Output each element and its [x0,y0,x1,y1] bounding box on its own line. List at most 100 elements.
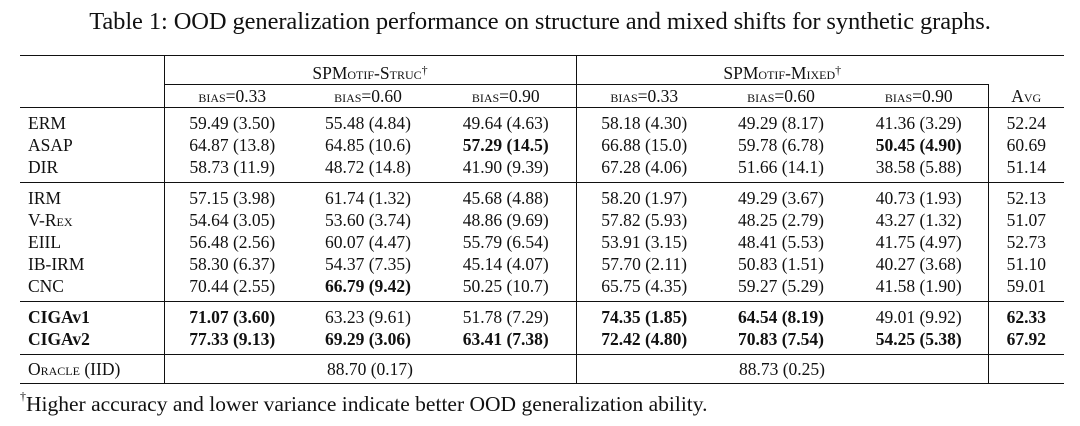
score-cell: 40.27 (3.68) [875,254,962,274]
empty-method-header [20,85,164,108]
score-cell: 64.54 (8.19) [737,307,825,327]
score-cell: 58.73 (11.9) [163,156,300,183]
score-cell: 65.75 (4.35) [575,275,712,302]
score-cell: 63.41 (7.38) [462,329,549,349]
footnote-text: Higher accuracy and lower variance indic… [26,392,708,416]
score-cell: 72.42 (4.80) [575,328,712,355]
score-cell: 48.72 (14.8) [324,157,412,177]
table-row: IRM 57.15 (3.98) 61.74 (1.32) 45.68 (4.88) 5… [20,182,1064,209]
score-cell: 50.83 (1.51) [737,254,825,274]
dagger-mark: † [421,63,428,77]
score-cell: 59.27 (5.29) [737,276,825,296]
avg-cell: 51.10 [987,253,1064,275]
results-table-wrapper: SPMotif-Struc† SPMotif-Mixed† bias=0.33 … [20,55,1064,384]
table-caption: Table 1: OOD generalization performance … [89,8,991,35]
score-cell: 48.25 (2.79) [737,210,825,230]
score-cell: 55.79 (6.54) [462,232,549,252]
table-row: EIIL 56.48 (2.56) 60.07 (4.47) 55.79 (6.54)… [20,231,1064,253]
group-mixed: SPMotif-Mixed† [575,55,988,85]
method-name: EIIL [28,232,62,252]
table-row: ASAP 64.87 (13.8) 64.85 (10.6) 57.29 (14.5)… [20,134,1064,156]
table-body: ERM 59.49 (3.50) 55.48 (4.84) 49.64 (4.63) 5… [20,107,1064,384]
score-cell: 64.87 (13.8) [163,134,300,156]
table-row: CIGAv1 71.07 (3.60) 63.23 (9.61) 51.78 (7.2… [20,301,1064,328]
group-header-row: SPMotif-Struc† SPMotif-Mixed† [20,55,1064,85]
footnote-mark: † [20,389,26,403]
score-cell: 57.70 (2.11) [575,253,712,275]
avg-cell: 59.01 [987,275,1064,302]
method-name: Oracle (IID) [28,359,121,379]
oracle-row: Oracle (IID) 88.70 (0.17) 88.73 (0.25) [20,354,1064,384]
table-row: V-Rex 54.64 (3.05) 53.60 (3.74) 48.86 (9.69… [20,209,1064,231]
score-cell: 41.75 (4.97) [875,232,962,252]
avg-cell: 60.69 [987,134,1064,156]
results-table: SPMotif-Struc† SPMotif-Mixed† bias=0.33 … [20,55,1064,384]
method-name: IB-IRM [28,254,85,274]
score-cell: 70.83 (7.54) [737,329,825,349]
score-cell: 54.25 (5.38) [875,329,962,349]
score-cell: 40.73 (1.93) [875,188,962,208]
score-cell: 53.91 (3.15) [575,231,712,253]
score-cell: 59.49 (3.50) [163,107,300,134]
score-cell: 48.86 (9.69) [462,210,549,230]
dagger-mark: † [835,63,842,77]
avg-cell: 67.92 [987,328,1064,355]
score-cell: 41.58 (1.90) [875,276,962,296]
table-row: ERM 59.49 (3.50) 55.48 (4.84) 49.64 (4.63) 5… [20,107,1064,134]
score-cell: 45.14 (4.07) [462,254,549,274]
score-cell: 51.78 (7.29) [462,307,549,327]
empty-corner [20,56,164,85]
method-name: ERM [28,113,66,133]
score-cell: 71.07 (3.60) [163,301,300,328]
score-cell: 49.64 (4.63) [462,113,549,133]
method-name: DIR [28,157,59,177]
score-cell: 63.23 (9.61) [324,307,412,327]
footnote: †Higher accuracy and lower variance indi… [20,389,708,417]
col-header-avg: Avg [987,84,1064,108]
oracle-avg-empty [987,354,1064,384]
score-cell: 66.79 (9.42) [324,276,412,296]
method-name: CIGAv2 [28,329,90,349]
avg-cell: 52.73 [987,231,1064,253]
method-name: ASAP [28,135,73,155]
score-cell: 69.29 (3.06) [324,329,412,349]
score-cell: 61.74 (1.32) [324,188,412,208]
score-cell: 49.01 (9.92) [875,307,962,327]
score-cell: 49.29 (8.17) [737,113,825,133]
score-cell: 57.29 (14.5) [462,135,549,155]
avg-cell: 62.33 [987,301,1064,328]
score-cell: 57.82 (5.93) [575,209,712,231]
oracle-struc-cell: 88.70 (0.17) [163,354,576,384]
score-cell: 55.48 (4.84) [324,113,412,133]
score-cell: 51.66 (14.1) [737,157,825,177]
score-cell: 60.07 (4.47) [324,232,412,252]
avg-cell: 52.24 [987,107,1064,134]
col-header: bias=0.33 [575,84,712,108]
avg-cell: 51.14 [987,156,1064,183]
avg-cell: 52.13 [987,182,1064,209]
col-header: bias=0.33 [163,84,300,108]
score-cell: 54.64 (3.05) [163,209,300,231]
table-row: CIGAv2 77.33 (9.13) 69.29 (3.06) 63.41 (7.3… [20,328,1064,355]
score-cell: 58.30 (6.37) [163,253,300,275]
score-cell: 53.60 (3.74) [324,210,412,230]
score-cell: 66.88 (15.0) [575,134,712,156]
group-struc: SPMotif-Struc† [163,55,576,85]
score-cell: 43.27 (1.32) [875,210,962,230]
col-header: bias=0.60 [300,84,436,108]
score-cell: 50.45 (4.90) [875,135,962,155]
score-cell: 67.28 (4.06) [575,156,712,183]
score-cell: 54.37 (7.35) [324,254,412,274]
col-header: bias=0.60 [712,84,850,108]
score-cell: 41.90 (9.39) [462,157,549,177]
score-cell: 57.15 (3.98) [163,182,300,209]
score-cell: 77.33 (9.13) [163,328,300,355]
score-cell: 74.35 (1.85) [575,301,712,328]
method-name: CNC [28,276,64,296]
group-mixed-label: SPMotif-Mixed [723,63,836,83]
group-struc-label: SPMotif-Struc [312,63,422,83]
score-cell: 41.36 (3.29) [875,113,962,133]
col-header: bias=0.90 [436,84,576,108]
table-row: IB-IRM 58.30 (6.37) 54.37 (7.35) 45.14 (4.0… [20,253,1064,275]
score-cell: 38.58 (5.88) [875,157,962,177]
